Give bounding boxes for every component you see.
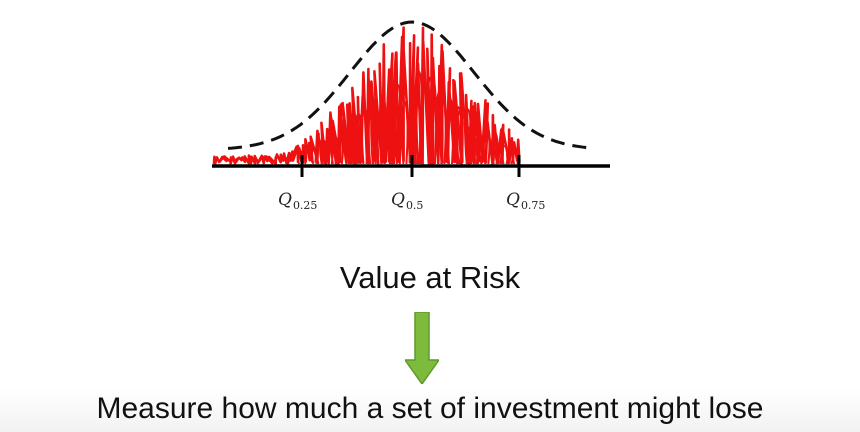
quantile-label-q075: Q0.75 [506,190,546,212]
value-at-risk-title: Value at Risk [339,260,521,295]
quantile-label-q025: Q0.25 [278,190,318,212]
caption-band [0,388,860,432]
red-scribble-fill [212,26,521,166]
definition-caption: Measure how much a set of investment mig… [96,392,764,425]
red-scribble-loops [296,70,520,165]
down-arrow-icon [405,312,439,384]
distribution-svg [212,20,610,177]
quantile-label-q05: Q0.5 [391,190,424,212]
dashed-bell-curve [227,20,593,150]
distribution-figure [212,20,610,177]
